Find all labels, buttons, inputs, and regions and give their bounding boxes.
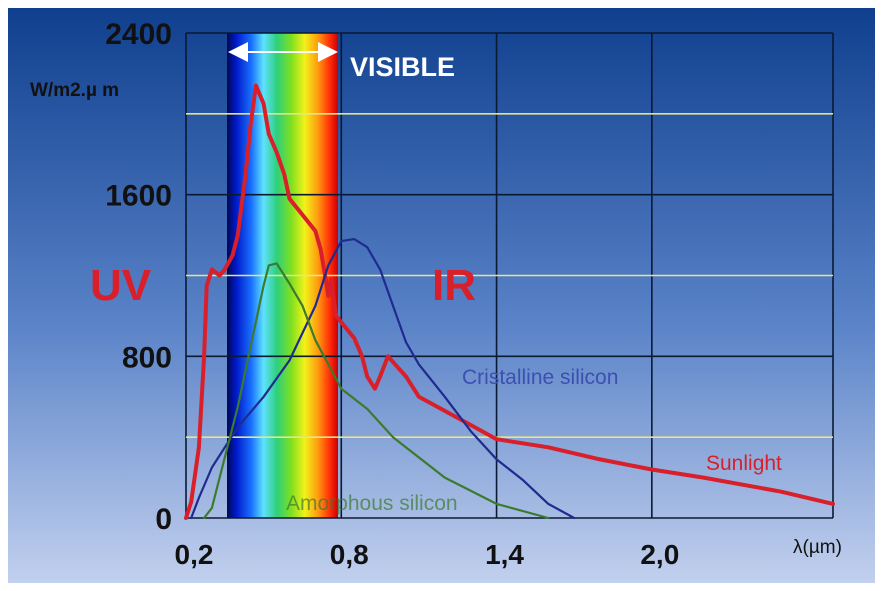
horizontal-guides	[186, 113, 833, 438]
x-tick-label-1: 0,8	[330, 539, 369, 570]
y-tick-label-2: 800	[122, 341, 172, 374]
ir-label: IR	[432, 261, 476, 310]
y-tick-label-0: 2400	[105, 18, 172, 51]
x-axis-ticks: 0,2 0,8 1,4 2,0	[175, 539, 680, 570]
series-lines	[184, 83, 835, 520]
uv-label: UV	[90, 261, 152, 310]
x-tick-label-0: 0,2	[175, 539, 214, 570]
series-label-cristalline: Cristalline silicon	[462, 366, 618, 389]
y-tick-label-3: 0	[155, 503, 172, 536]
x-axis-unit: λ(µm)	[793, 537, 842, 558]
series-line-cristalline-silicon	[190, 238, 576, 520]
x-tick-label-2: 1,4	[485, 539, 524, 570]
x-tick-label-3: 2,0	[640, 539, 679, 570]
series-label-sunlight: Sunlight	[706, 452, 782, 475]
series-line-amorphous-silicon	[203, 262, 550, 520]
y-axis-unit: W/m2.µ m	[30, 80, 119, 101]
visible-label: VISIBLE	[350, 52, 455, 82]
chart-background	[8, 8, 875, 583]
series-label-amorphous: Amorphous silicon	[286, 492, 458, 515]
y-tick-label-1: 1600	[105, 180, 172, 213]
y-axis-ticks: 2400 1600 800 0	[105, 18, 172, 536]
series-line-sunlight	[184, 83, 835, 520]
